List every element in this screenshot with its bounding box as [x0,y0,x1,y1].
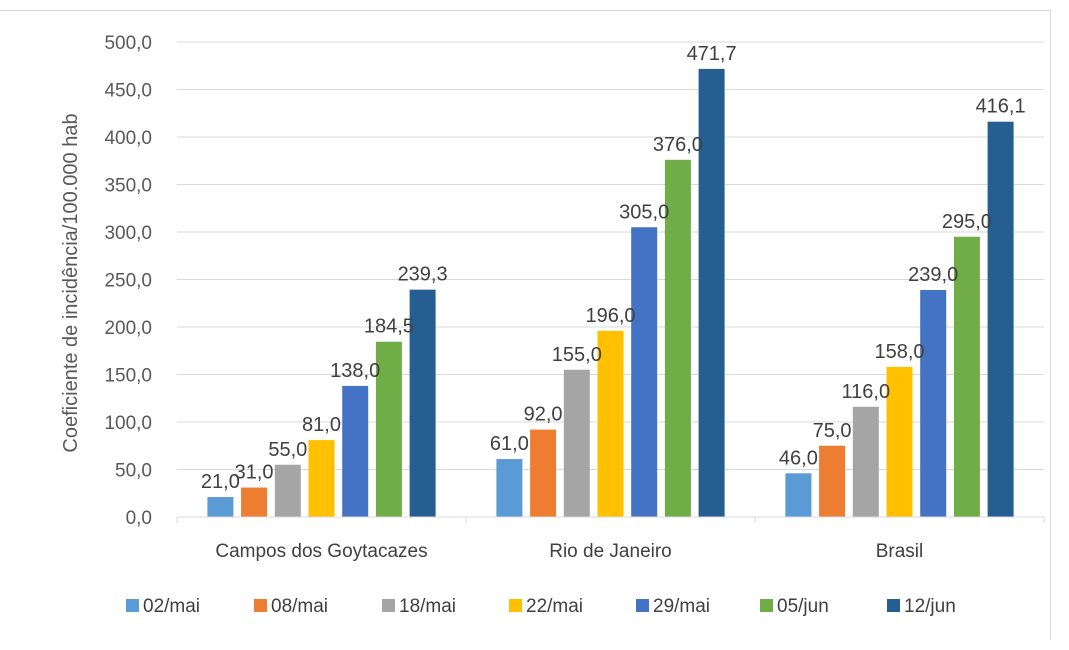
legend-label: 08/mai [271,596,328,617]
x-axis [176,516,1045,523]
data-label: 46,0 [779,447,818,469]
legend-swatch [636,599,649,612]
legend: 02/mai 08/mai 18/mai 22/mai 29/mai 05/jun 12/j… [126,596,956,617]
bar-08-mai-2 [819,445,846,517]
legend-swatch [126,599,139,612]
bars [207,68,1014,518]
bar-22-mai-0 [308,440,335,517]
bar-12-jun-2 [987,121,1014,517]
bar-18-mai-2 [852,406,879,517]
bar-12-jun-1 [698,68,725,517]
legend-label: 18/mai [399,596,456,617]
bar-22-mai-2 [886,366,913,517]
y-tick-label: 0,0 [126,508,152,529]
data-label: 31,0 [235,462,274,484]
y-tick-label: 100,0 [104,413,152,434]
bar-18-mai-1 [563,369,590,517]
data-labels: 21,031,055,0 81,0 138,0 184,5 239,3 61,0 92,0 1… [201,43,1026,493]
y-tick-label: 150,0 [104,366,152,387]
category-label: Brasil [876,541,924,562]
bar-22-mai-1 [597,330,624,517]
data-label: 116,0 [842,381,891,403]
y-axis-ticks: 0,0 50,0 100,0 150,0 200,0 250,0 300,0 350,0 400… [104,33,152,529]
bar-02-mai-0 [207,497,234,517]
bar-29-mai-0 [342,385,369,517]
bar-29-mai-1 [631,227,658,517]
data-label: 21,0 [201,471,240,493]
data-label: 81,0 [302,414,341,436]
data-label: 184,5 [364,316,414,338]
data-label: 376,0 [653,134,703,156]
data-label: 61,0 [490,433,529,455]
legend-swatch [887,599,900,612]
data-label: 138,0 [330,360,380,382]
legend-label: 29/mai [653,596,710,617]
data-label: 155,0 [552,344,602,366]
y-tick-label: 400,0 [104,128,152,149]
frame-border-right [1050,10,1051,640]
data-label: 92,0 [524,404,563,426]
y-axis-label: Coeficiente de incidência/100.000 hab [60,113,82,452]
legend-label: 12/jun [904,596,956,617]
legend-swatch [254,599,267,612]
legend-swatch [760,599,773,612]
bar-08-mai-0 [241,487,268,517]
y-tick-label: 450,0 [104,81,152,102]
bar-18-mai-0 [274,464,301,517]
y-tick-label: 500,0 [104,33,152,54]
bar-05-jun-2 [953,236,980,517]
y-tick-label: 350,0 [104,176,152,197]
data-label: 75,0 [813,420,852,442]
category-labels: Campos dos Goytacazes Rio de Janeiro Brasi… [215,541,923,562]
data-label: 55,0 [268,439,307,461]
data-label: 305,0 [619,201,669,223]
frame-border-top [0,10,1050,11]
y-tick-label: 250,0 [104,271,152,292]
y-tick-label: 300,0 [104,223,152,244]
data-label: 196,0 [585,305,635,327]
legend-swatch [509,599,522,612]
bar-02-mai-1 [496,459,523,517]
legend-label: 22/mai [526,596,583,617]
legend-label: 05/jun [777,596,829,617]
bar-05-jun-1 [664,159,691,518]
data-label: 471,7 [687,43,737,65]
bar-08-mai-1 [530,429,557,517]
legend-swatch [382,599,395,612]
gridlines [177,41,1044,470]
bar-05-jun-0 [375,341,402,517]
data-label: 239,3 [398,264,448,286]
category-label: Campos dos Goytacazes [215,541,427,562]
data-label: 239,0 [908,264,958,286]
bar-29-mai-2 [920,289,947,517]
legend-label: 02/mai [143,596,200,617]
data-label: 295,0 [942,211,992,233]
y-tick-label: 200,0 [104,318,152,339]
y-tick-label: 50,0 [115,461,152,482]
bar-12-jun-0 [409,289,436,517]
data-label: 416,1 [976,96,1026,118]
category-label: Rio de Janeiro [549,541,672,562]
data-label: 158,0 [874,341,924,363]
bar-02-mai-2 [785,473,812,517]
